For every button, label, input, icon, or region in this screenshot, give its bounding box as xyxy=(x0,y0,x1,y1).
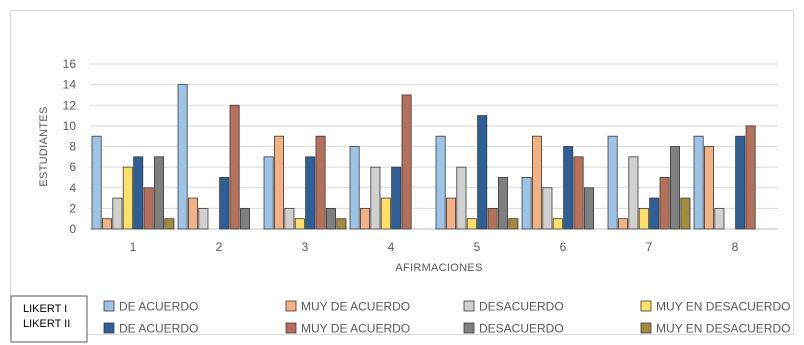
bar xyxy=(649,197,660,230)
bar xyxy=(229,104,240,230)
x-tick-label: 8 xyxy=(732,240,739,254)
legend-entry-label: MUY EN DESACUERDO xyxy=(656,300,790,314)
legend-swatch xyxy=(103,300,115,312)
bar xyxy=(618,218,629,230)
bar xyxy=(552,218,563,230)
bar xyxy=(745,125,756,230)
x-tick-labels: 1 2 3 4 5 6 7 8 xyxy=(130,240,739,254)
x-axis-title: AFIRMACIONES xyxy=(395,262,482,274)
x-tick-label: 6 xyxy=(560,240,567,254)
bar xyxy=(177,84,188,230)
y-tick-label: 4 xyxy=(69,181,76,195)
bar xyxy=(704,146,715,230)
legend-swatch xyxy=(640,322,652,334)
legend-group-box xyxy=(10,295,88,343)
bar xyxy=(91,135,102,230)
bar xyxy=(508,218,519,230)
legend-entry-label: DESACUERDO xyxy=(479,300,564,314)
y-axis-title: ESTUDIANTES xyxy=(38,106,50,186)
bar xyxy=(435,135,446,230)
bar xyxy=(497,177,508,230)
x-tick-label: 7 xyxy=(646,240,653,254)
bar xyxy=(273,135,284,230)
bar xyxy=(187,197,198,230)
bar xyxy=(153,156,164,230)
legend-swatch xyxy=(463,322,475,334)
bar xyxy=(102,218,113,230)
x-tick-label: 2 xyxy=(216,240,223,254)
bar xyxy=(607,135,618,230)
bar xyxy=(628,156,639,230)
y-tick-label: 16 xyxy=(63,57,77,71)
x-tick-label: 4 xyxy=(388,240,395,254)
bar xyxy=(573,156,584,230)
bar xyxy=(391,166,402,230)
legend-entry-label: MUY DE ACUERDO xyxy=(301,322,410,336)
legend: LIKERT I LIKERT II DE ACUERDO MUY DE ACUERD… xyxy=(10,295,790,343)
bar xyxy=(143,187,154,230)
legend-swatch xyxy=(285,300,297,312)
bar xyxy=(670,146,681,230)
bar xyxy=(305,156,316,230)
y-tick-labels: 0 2 4 6 8 10 12 14 16 xyxy=(63,57,77,236)
bar xyxy=(521,177,532,230)
bar xyxy=(401,94,412,230)
legend-entry-label: MUY DE ACUERDO xyxy=(301,300,410,314)
bar xyxy=(284,207,295,230)
bar xyxy=(359,207,370,230)
bar xyxy=(477,115,488,230)
bar xyxy=(112,197,123,230)
y-tick-label: 2 xyxy=(69,201,76,215)
bar xyxy=(659,177,670,230)
x-tick-label: 1 xyxy=(130,240,137,254)
legend-entry-label: DESACUERDO xyxy=(479,322,564,336)
legend-group-label: LIKERT I xyxy=(23,303,67,315)
y-tick-label: 6 xyxy=(69,160,76,174)
bar xyxy=(456,166,467,230)
bar xyxy=(542,187,553,230)
bar xyxy=(294,218,305,230)
bar xyxy=(487,207,498,230)
bar xyxy=(680,197,691,230)
bar xyxy=(563,146,574,230)
bar xyxy=(714,207,725,230)
x-tick-label: 5 xyxy=(474,240,481,254)
legend-swatch xyxy=(463,300,475,312)
bar xyxy=(693,135,704,230)
legend-entry-label: MUY EN DESACUERDO xyxy=(656,322,790,336)
bar xyxy=(532,135,543,230)
legend-group-label: LIKERT II xyxy=(23,318,70,330)
bar xyxy=(263,156,274,230)
legend-swatch xyxy=(285,322,297,334)
legend-swatch xyxy=(103,322,115,334)
bar xyxy=(380,197,391,230)
bar xyxy=(638,207,649,230)
y-tick-label: 14 xyxy=(63,78,77,92)
legend-entry-label: DE ACUERDO xyxy=(119,322,198,336)
y-tick-label: 12 xyxy=(63,98,77,112)
bar xyxy=(370,166,381,230)
bar xyxy=(219,177,230,230)
x-tick-label: 3 xyxy=(302,240,309,254)
bar xyxy=(349,146,360,230)
y-tick-label: 10 xyxy=(63,119,77,133)
bar xyxy=(164,218,175,230)
bar xyxy=(466,218,477,230)
bar xyxy=(336,218,347,230)
y-tick-label: 8 xyxy=(69,140,76,154)
bar xyxy=(239,207,250,230)
legend-swatch xyxy=(640,300,652,312)
bar xyxy=(325,207,336,230)
bar xyxy=(584,187,595,230)
bar xyxy=(133,156,144,230)
bar xyxy=(122,166,133,230)
bar xyxy=(735,135,746,230)
bar xyxy=(315,135,326,230)
bar xyxy=(445,197,456,230)
bars xyxy=(91,84,756,230)
bar xyxy=(198,207,209,230)
legend-entry-label: DE ACUERDO xyxy=(119,300,198,314)
y-tick-label: 0 xyxy=(69,222,76,236)
